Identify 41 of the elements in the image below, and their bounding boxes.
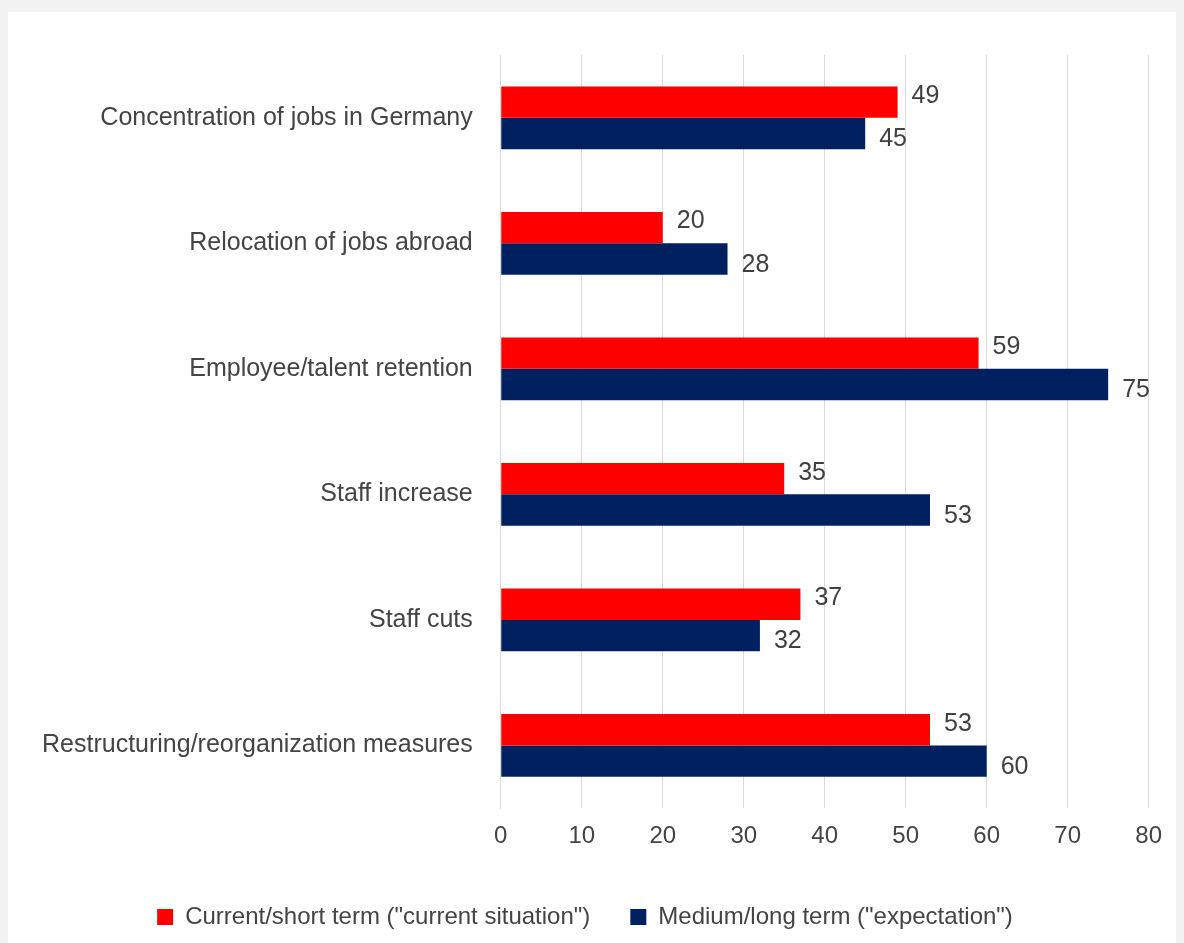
data-label: 37 <box>814 582 843 611</box>
data-label: 20 <box>676 205 705 234</box>
data-label: 45 <box>879 123 908 152</box>
data-label: 35 <box>798 456 827 485</box>
bar <box>501 462 785 495</box>
data-label: 53 <box>943 499 972 528</box>
data-label: 53 <box>943 707 972 736</box>
x-tick-label: 50 <box>892 821 920 849</box>
legend-label: Medium/long term ("expectation") <box>658 901 1013 929</box>
y-tick-label: Relocation of jobs abroad <box>189 227 473 256</box>
x-tick-label: 10 <box>568 821 596 849</box>
data-label: 32 <box>773 625 802 654</box>
data-label: 49 <box>911 79 940 108</box>
data-label: 60 <box>1000 751 1029 780</box>
x-tick-label: 70 <box>1054 821 1082 849</box>
y-tick-label: Employee/talent retention <box>189 352 473 381</box>
legend-label: Current/short term ("current situation") <box>185 901 591 929</box>
bar <box>501 619 760 652</box>
bar <box>501 243 728 275</box>
data-label: 75 <box>1122 374 1150 403</box>
x-tick-label: 60 <box>973 821 1001 849</box>
bar <box>501 494 930 526</box>
y-tick-label: Concentration of jobs in Germany <box>100 101 474 130</box>
bar <box>501 714 930 746</box>
x-tick-label: 0 <box>494 821 508 849</box>
x-tick-label: 40 <box>811 821 839 849</box>
bar <box>501 745 987 777</box>
data-label: 59 <box>992 331 1021 360</box>
bar <box>501 368 1109 401</box>
x-tick-label: 20 <box>649 821 677 849</box>
bar <box>501 337 979 369</box>
y-tick-label: Staff increase <box>320 478 473 507</box>
data-label: 28 <box>741 248 770 277</box>
bar <box>501 588 801 620</box>
y-tick-label: Staff cuts <box>369 603 473 632</box>
bar <box>501 117 866 150</box>
y-tick-label: Restructuring/reorganization measures <box>42 729 473 758</box>
bar <box>501 86 898 118</box>
x-tick-label: 30 <box>730 821 758 849</box>
x-tick-label: 80 <box>1135 821 1162 849</box>
bar <box>501 211 663 244</box>
